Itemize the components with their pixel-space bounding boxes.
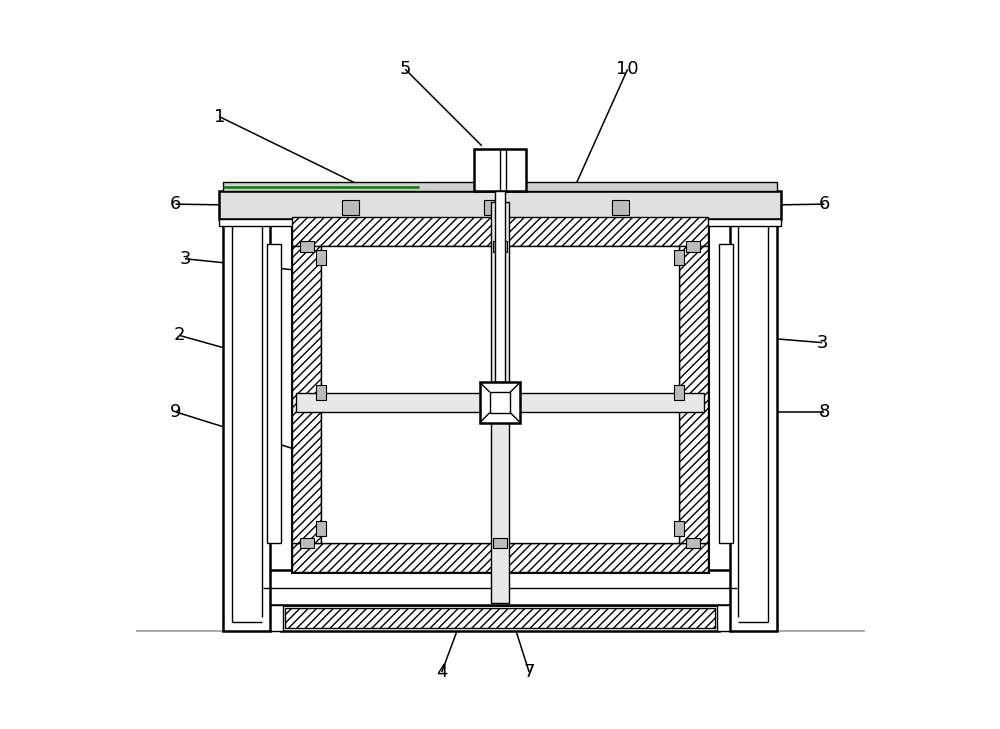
Bar: [292, 543, 708, 572]
Bar: [223, 182, 777, 191]
Bar: [686, 241, 700, 252]
Bar: [267, 244, 281, 543]
Bar: [223, 193, 270, 631]
Bar: [267, 605, 283, 631]
Bar: [679, 246, 708, 543]
Bar: [263, 570, 737, 605]
Bar: [674, 521, 684, 536]
Bar: [219, 219, 781, 226]
Bar: [292, 246, 321, 543]
Bar: [719, 244, 733, 543]
Text: 41: 41: [441, 381, 464, 399]
Bar: [717, 605, 733, 631]
Bar: [674, 250, 684, 265]
Text: 4: 4: [436, 663, 447, 681]
Text: 8: 8: [819, 403, 830, 421]
Bar: [300, 241, 314, 252]
Bar: [316, 250, 326, 265]
Bar: [281, 605, 719, 631]
Text: 5: 5: [399, 61, 411, 78]
Text: 31: 31: [408, 312, 431, 330]
Bar: [480, 382, 520, 423]
Bar: [285, 608, 715, 628]
Text: 10: 10: [616, 61, 639, 78]
Bar: [219, 191, 781, 219]
Bar: [474, 149, 526, 191]
Text: 7: 7: [523, 663, 535, 681]
Bar: [674, 385, 684, 399]
Bar: [493, 241, 507, 252]
Bar: [300, 538, 314, 548]
Bar: [292, 217, 708, 246]
Bar: [316, 521, 326, 536]
Bar: [316, 385, 326, 399]
Text: 51: 51: [521, 306, 544, 324]
Bar: [612, 200, 629, 215]
Bar: [296, 393, 704, 412]
Bar: [342, 200, 359, 215]
Text: 3: 3: [816, 334, 828, 351]
Text: 2: 2: [173, 327, 185, 344]
Bar: [321, 246, 679, 543]
Text: 3: 3: [179, 250, 191, 268]
Bar: [686, 538, 700, 548]
Text: 31: 31: [545, 401, 568, 418]
Bar: [495, 191, 505, 382]
Bar: [491, 202, 509, 603]
Bar: [484, 200, 501, 215]
Bar: [493, 538, 507, 548]
Bar: [730, 193, 777, 631]
Text: 9: 9: [170, 403, 181, 421]
Text: 6: 6: [170, 195, 181, 213]
Text: 6: 6: [819, 195, 830, 213]
Bar: [490, 392, 510, 413]
Text: 1: 1: [214, 108, 225, 125]
Bar: [292, 217, 708, 572]
